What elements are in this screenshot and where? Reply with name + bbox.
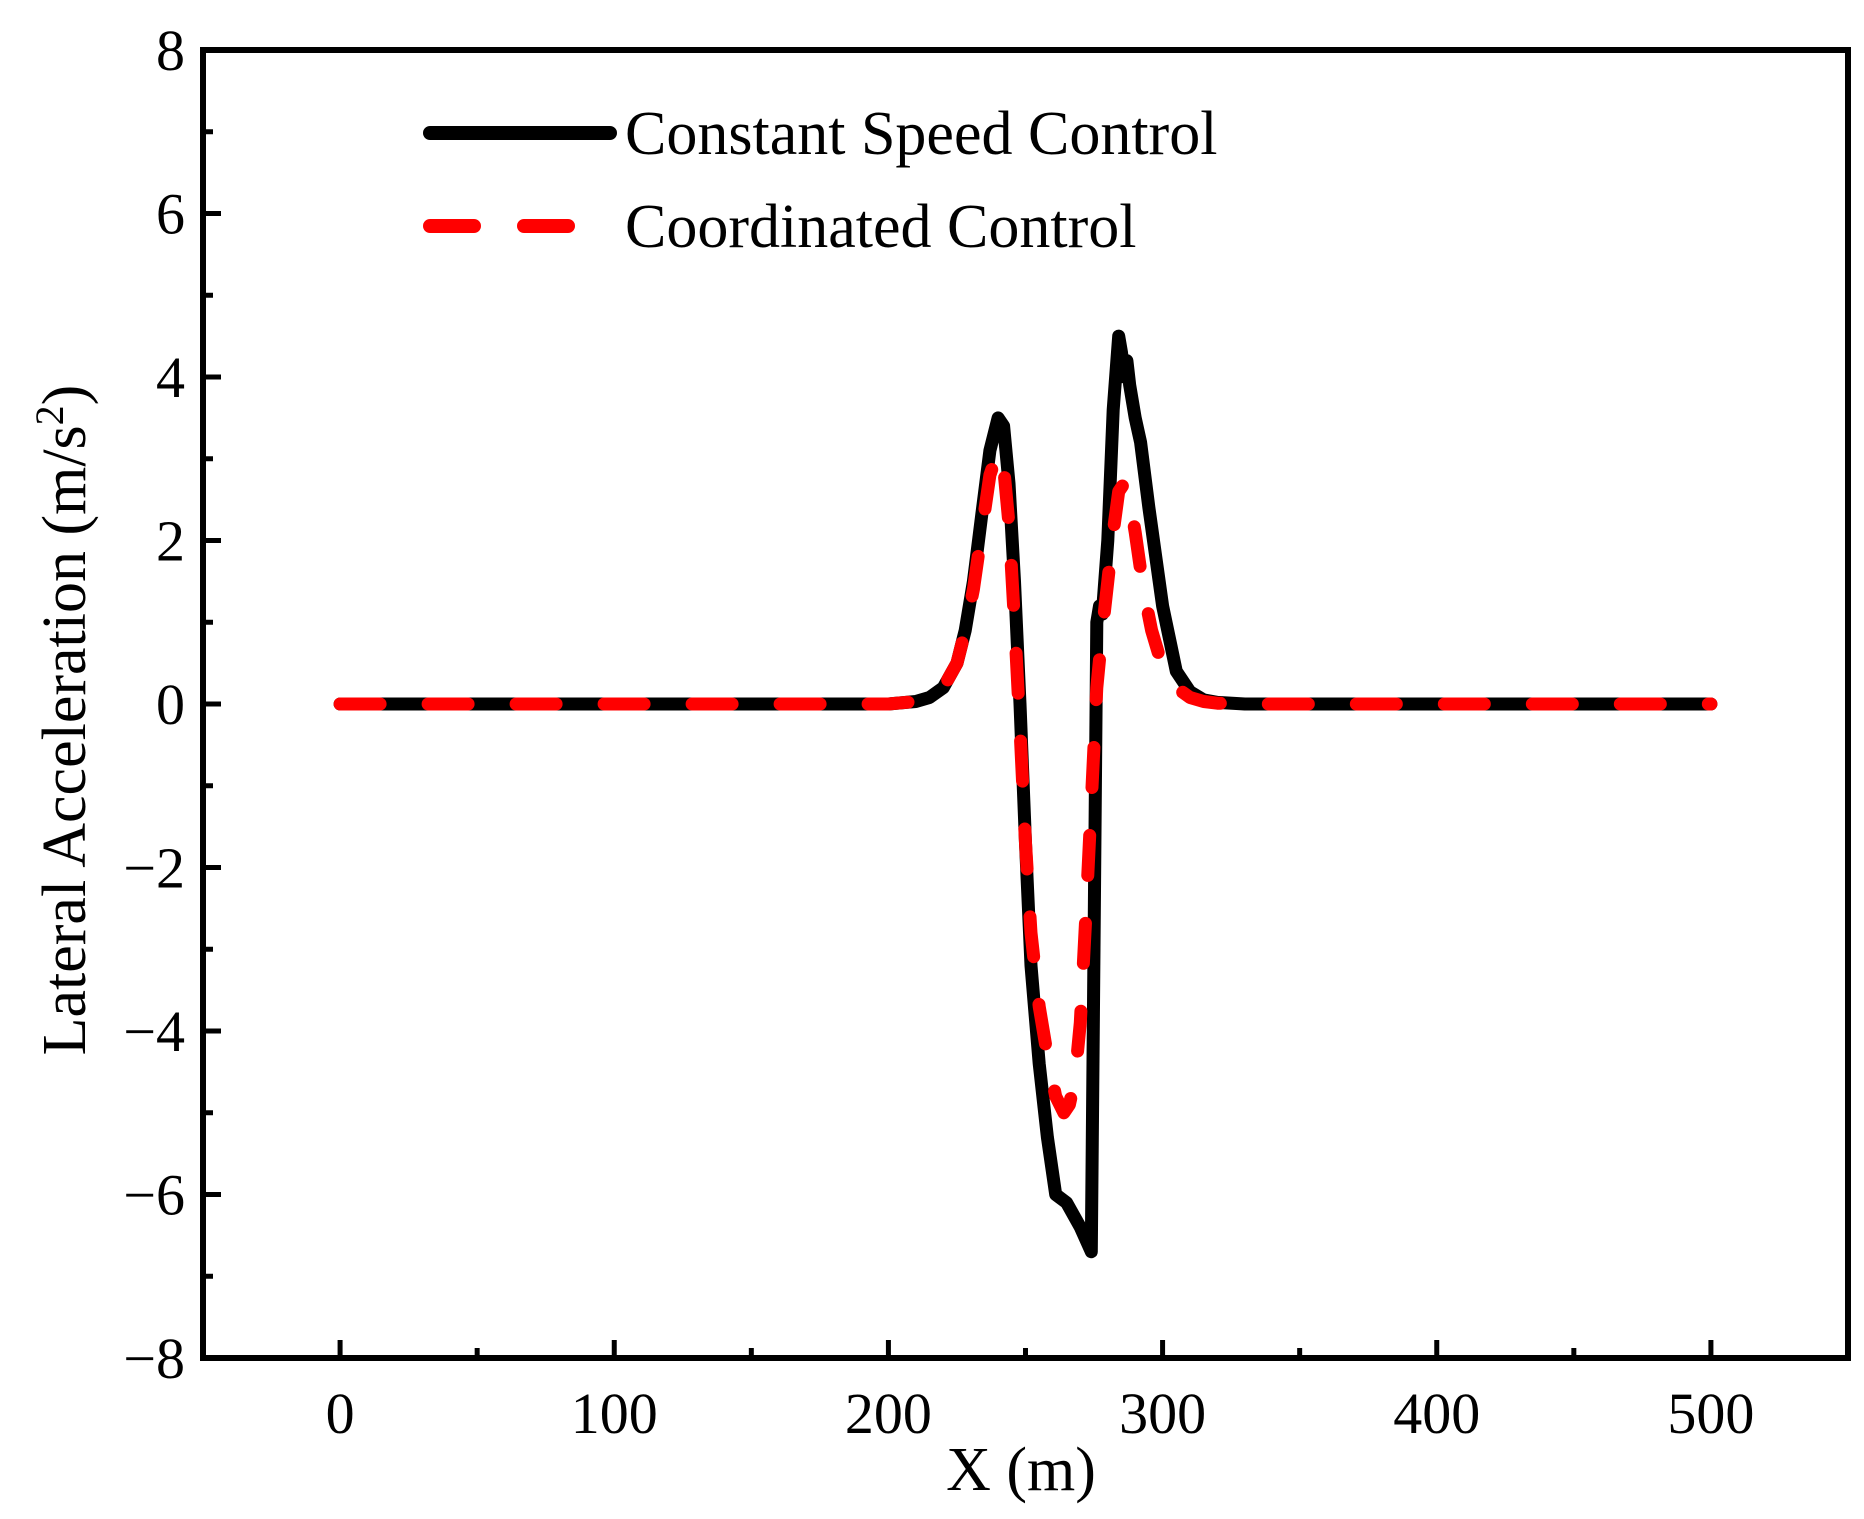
x-tick-label: 200 [845, 1381, 932, 1446]
legend: Constant Speed Control Coordinated Contr… [423, 100, 1217, 261]
y-tick-label: 4 [156, 345, 185, 410]
y-tick-label: −2 [123, 836, 185, 901]
tick-labels: 0 100 200 300 400 500 −8 −6 −4 −2 0 2 4 6 8 [123, 18, 1754, 1446]
y-tick-label: −4 [123, 999, 185, 1064]
y-axis-title: Lateral Acceleration (m/s2) [27, 385, 99, 1056]
x-tick-label: 500 [1667, 1381, 1754, 1446]
x-tick-label: 0 [326, 1381, 355, 1446]
y-tick-label: −6 [123, 1163, 185, 1228]
y-tick-label: −8 [123, 1326, 185, 1391]
legend-label-constant-speed-control: Constant Speed Control [625, 100, 1217, 168]
y-tick-label: 2 [156, 509, 185, 574]
x-tick-label: 100 [571, 1381, 658, 1446]
legend-label-coordinated-control: Coordinated Control [625, 193, 1136, 261]
x-axis-title: X (m) [946, 1436, 1096, 1504]
ticks-layer [203, 47, 1714, 1361]
series-layer [333, 329, 1718, 1259]
y-tick-label: 8 [156, 18, 185, 83]
x-tick-label: 400 [1393, 1381, 1480, 1446]
y-axis-title-main: Lateral Acceleration (m/s [31, 425, 99, 1055]
series-line-coordinated-control [333, 444, 1718, 1120]
y-axis-title-close: ) [31, 385, 99, 406]
x-tick-label: 300 [1119, 1381, 1206, 1446]
y-tick-label: 6 [156, 182, 185, 247]
y-tick-label: 0 [156, 672, 185, 737]
y-axis-title-superscript: 2 [27, 405, 72, 425]
